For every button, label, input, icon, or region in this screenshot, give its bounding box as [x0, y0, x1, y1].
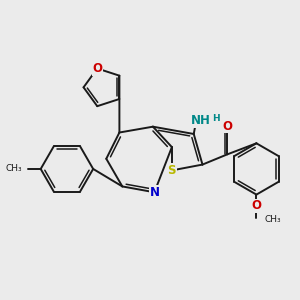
Text: S: S	[168, 164, 176, 177]
Text: O: O	[92, 62, 102, 75]
Text: H: H	[212, 114, 220, 123]
Text: CH₃: CH₃	[5, 164, 22, 173]
Text: O: O	[222, 120, 232, 133]
Text: NH: NH	[191, 114, 211, 127]
Text: O: O	[251, 199, 261, 212]
Text: N: N	[149, 186, 159, 199]
Text: CH₃: CH₃	[265, 215, 281, 224]
